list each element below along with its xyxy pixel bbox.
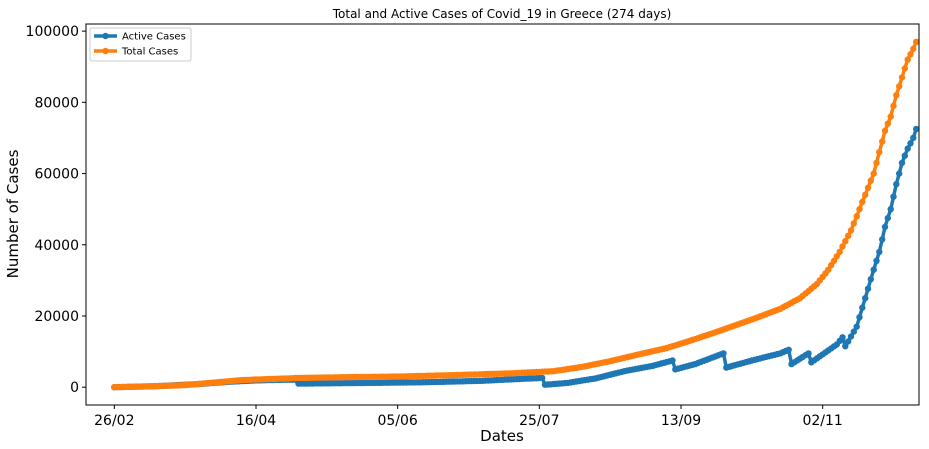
data-point [907,140,914,147]
y-tick-label: 40000 [34,238,79,254]
data-point [890,102,897,110]
data-point [867,276,874,283]
data-point [845,338,852,345]
data-point [896,83,903,90]
legend-label: Active Cases [122,32,186,43]
data-point [720,350,727,357]
y-axis: 0 20000 40000 60000 80000 100000 [26,24,86,396]
x-tick-label: 16/04 [236,413,276,429]
data-point [870,266,877,273]
x-tick-label: 13/09 [661,413,701,429]
data-point [887,113,894,120]
legend-label: Total Cases [121,47,178,58]
data-point [845,232,852,240]
data-point [884,120,891,127]
legend-marker [102,32,109,40]
legend-marker [102,47,109,55]
data-point [910,45,917,53]
data-point [901,152,908,159]
data-point [850,328,857,335]
data-point [669,357,676,364]
chart-title: Total and Active Cases of Covid_19 in Gr… [332,7,672,21]
series-line [114,128,918,389]
data-point [907,51,914,58]
y-tick-label: 20000 [34,309,79,325]
data-point [859,198,866,206]
x-axis: 26/02 16/04 05/06 25/07 13/09 02/11 [94,405,843,429]
data-point [870,170,877,177]
series-active-cases [111,125,920,391]
data-point [884,214,891,222]
data-point [873,159,880,167]
data-point [876,149,883,156]
data-point [893,181,900,188]
y-tick-label: 80000 [34,95,79,111]
y-tick-label: 100000 [26,24,79,40]
x-tick-label: 25/07 [519,413,559,429]
data-point [881,223,889,231]
data-point [864,285,872,292]
x-axis-title: Dates [480,427,524,445]
legend: Active Cases Total Cases [89,27,192,62]
data-point [853,213,860,220]
data-point [876,248,883,256]
y-tick-label: 0 [70,380,79,396]
data-point [904,145,911,152]
data-point [785,346,792,353]
data-point [910,134,917,142]
data-point [836,248,843,256]
data-point [901,65,908,72]
data-point [839,334,846,341]
data-point [913,125,920,133]
data-point [805,350,812,357]
x-tick-label: 26/02 [94,413,134,429]
data-point [879,138,886,145]
data-point [862,295,869,302]
data-point [839,243,846,250]
data-point [842,343,849,350]
x-tick-label: 05/06 [377,413,417,429]
data-point [867,177,874,184]
data-point [842,238,849,245]
series-line [114,41,918,389]
data-point [864,184,872,191]
plot-area [111,38,920,391]
data-point [847,227,855,234]
data-point [904,56,911,63]
data-point [856,206,863,213]
data-point [887,206,894,213]
y-axis-title: Number of Cases [4,149,22,278]
data-point [881,127,889,134]
data-point [913,38,920,45]
data-point [890,193,897,200]
data-point [898,74,906,81]
data-point [873,257,880,264]
data-point [847,333,855,340]
y-tick-label: 60000 [34,167,79,183]
series-total-cases [111,38,920,391]
data-point [898,159,906,167]
plot-frame [85,23,920,406]
data-point [856,314,863,321]
data-point [879,236,886,243]
data-point [539,374,546,382]
data-point [850,220,857,227]
data-point [893,92,900,99]
data-point [862,191,869,199]
data-point [853,323,860,330]
data-point [859,304,866,311]
x-tick-label: 02/11 [802,413,842,429]
data-point [896,170,903,177]
